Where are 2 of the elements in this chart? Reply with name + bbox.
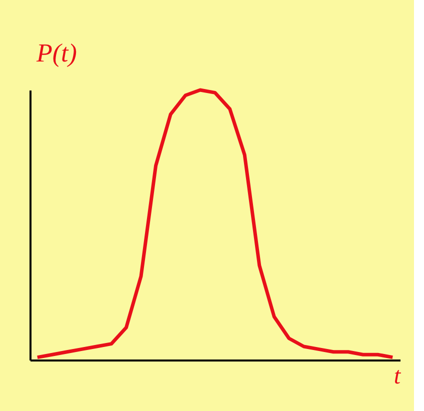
x-axis-title: t — [394, 364, 402, 390]
y-axis-title: P(t) — [36, 38, 77, 68]
